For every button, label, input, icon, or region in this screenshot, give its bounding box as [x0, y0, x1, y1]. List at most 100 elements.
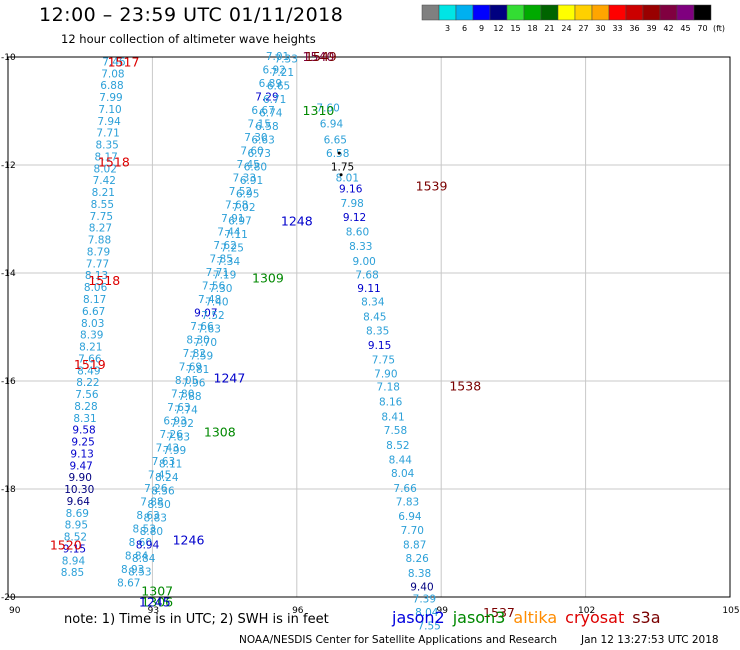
wave-height-value: 8.04 — [415, 607, 439, 619]
wave-height-value: 8.16 — [379, 397, 403, 409]
wave-height-value: 7.77 — [86, 258, 109, 270]
wave-height-value: 8.31 — [73, 413, 96, 425]
legend-swatch — [421, 4, 440, 21]
wave-height-value: 7.70 — [194, 337, 217, 349]
wave-height-value: 7.48 — [198, 294, 221, 306]
chart-title: 12:00 – 23:59 UTC 01/11/2018 — [39, 4, 344, 26]
pass-time-label: 1246 — [173, 532, 205, 547]
wave-height-value: 7.82 — [183, 348, 206, 360]
wave-height-value: 8.49 — [77, 365, 100, 377]
wave-height-value: 8.02 — [94, 163, 117, 175]
x-tick-label: 105 — [722, 606, 739, 616]
wave-height-value: 8.38 — [408, 568, 431, 580]
wave-height-value: 6.65 — [267, 81, 290, 93]
wave-height-value: 8.84 — [132, 553, 156, 565]
wave-height-value: 7.68 — [225, 200, 248, 212]
wave-height-value: 7.56 — [202, 281, 226, 293]
wave-height-value: 7.66 — [393, 483, 417, 495]
wave-height-value: 8.13 — [85, 270, 108, 282]
pass-time-label: 1539 — [416, 179, 448, 194]
wave-height-value: 9.13 — [70, 448, 93, 460]
wave-height-value: 7.40 — [205, 297, 228, 309]
wave-height-value: 8.85 — [61, 567, 84, 579]
pass-time-label: 1518 — [88, 273, 120, 288]
wave-height-value: 7.62 — [213, 240, 236, 252]
wave-height-value: 6.67 — [251, 105, 274, 117]
wave-height-value: 9.47 — [69, 460, 92, 472]
wave-height-value: 7.83 — [396, 497, 419, 509]
wave-height-value: 7.63 — [152, 456, 175, 468]
wave-height-value: 7.45 — [148, 470, 171, 482]
y-tick-label: -12 — [1, 161, 16, 171]
wave-height-value: 6.97 — [228, 216, 251, 228]
wave-height-value: 6.93 — [163, 416, 186, 428]
wave-height-value: 8.44 — [389, 454, 413, 466]
legend-label: 42 — [663, 24, 673, 33]
wave-height-value: 9.00 — [352, 256, 375, 268]
wave-height-value: 7.10 — [98, 104, 121, 116]
color-legend: 3 6 9 12 15 18 21 24 27 30 33 36 39 42 45 70 (ft) — [421, 4, 725, 33]
wave-height-value: 9.15 — [368, 340, 391, 352]
wave-height-value: 7.94 — [97, 116, 121, 128]
wave-height-value: 8.52 — [386, 440, 409, 452]
wave-height-value: 7.91 — [221, 213, 244, 225]
wave-height-value: 8.21 — [92, 187, 115, 199]
legend-label: 27 — [578, 24, 588, 33]
wave-height-value: 8.24 — [155, 472, 179, 484]
wave-height-value: 7.30 — [244, 132, 267, 144]
wave-height-value: 9.58 — [72, 425, 95, 437]
legend-label: 70 — [697, 24, 707, 33]
wave-height-value: 7.60 — [316, 102, 339, 114]
pass-time-label: 1537 — [483, 605, 515, 620]
wave-height-value: 8.26 — [405, 553, 429, 565]
wave-height-value: 7.55 — [417, 621, 440, 633]
wave-height-value: 8.21 — [79, 342, 102, 354]
wave-height-value: 7.88 — [140, 497, 163, 509]
legend-swatch — [574, 4, 593, 21]
legend-label: 45 — [680, 24, 690, 33]
legend-label: 24 — [561, 24, 571, 33]
pass-time-label: 1517 — [108, 54, 140, 69]
legend-swatch — [472, 4, 491, 21]
wave-height-value: 8.06 — [84, 282, 108, 294]
legend-swatch — [659, 4, 678, 21]
wave-height-value: 7.30 — [209, 283, 232, 295]
wave-height-value: 9.64 — [67, 496, 91, 508]
y-tick-label: -20 — [1, 593, 16, 603]
wave-height-value: 7.34 — [217, 256, 241, 268]
wave-height-value: 7.80 — [171, 389, 194, 401]
wave-height-value: 8.80 — [140, 526, 163, 538]
satellite-cryosat: cryosat — [565, 608, 625, 627]
pass-time-label: 1549 — [305, 49, 337, 64]
wave-height-value: 7.52 — [201, 310, 224, 322]
satellite-legend: jason2 jason3 altika cryosat s3a — [392, 608, 669, 627]
wave-height-value: 9.15 — [63, 543, 86, 555]
legend-label: 9 — [479, 24, 484, 33]
pass-time-label: 1248 — [281, 214, 313, 229]
wave-height-value: 8.17 — [83, 294, 106, 306]
wave-height-value: 7.98 — [340, 198, 363, 210]
y-tick-label: -10 — [1, 53, 16, 63]
wave-height-value: 8.36 — [151, 486, 175, 498]
satellite-jason3: jason3 — [452, 608, 506, 627]
wave-height-value: 7.88 — [178, 391, 201, 403]
wave-height-value: 8.03 — [81, 318, 104, 330]
wave-height-value: 8.04 — [391, 468, 415, 480]
wave-height-value: 7.58 — [384, 425, 407, 437]
wave-height-value: 8.95 — [65, 520, 88, 532]
wave-height-value: 8.28 — [74, 401, 97, 413]
wave-height-value: 7.81 — [186, 364, 209, 376]
wave-height-value: 8.60 — [129, 537, 152, 549]
legend-swatch — [676, 4, 695, 21]
wave-height-value: 7.74 — [174, 405, 198, 417]
wave-height-value: 8.53 — [128, 567, 151, 579]
wave-height-value: 6.94 — [320, 119, 344, 131]
wave-height-value: 7.70 — [401, 525, 424, 537]
chart-subtitle: 12 hour collection of altimeter wave hei… — [61, 32, 316, 46]
wave-height-value: 7.66 — [78, 353, 102, 365]
pass-time-label: 1310 — [303, 103, 335, 118]
footer-credit: NOAA/NESDIS Center for Satellite Applica… — [239, 634, 557, 646]
wave-height-value: 8.52 — [64, 532, 87, 544]
wave-height-value: 9.16 — [339, 183, 363, 195]
wave-height-value: 7.46 — [102, 56, 126, 68]
